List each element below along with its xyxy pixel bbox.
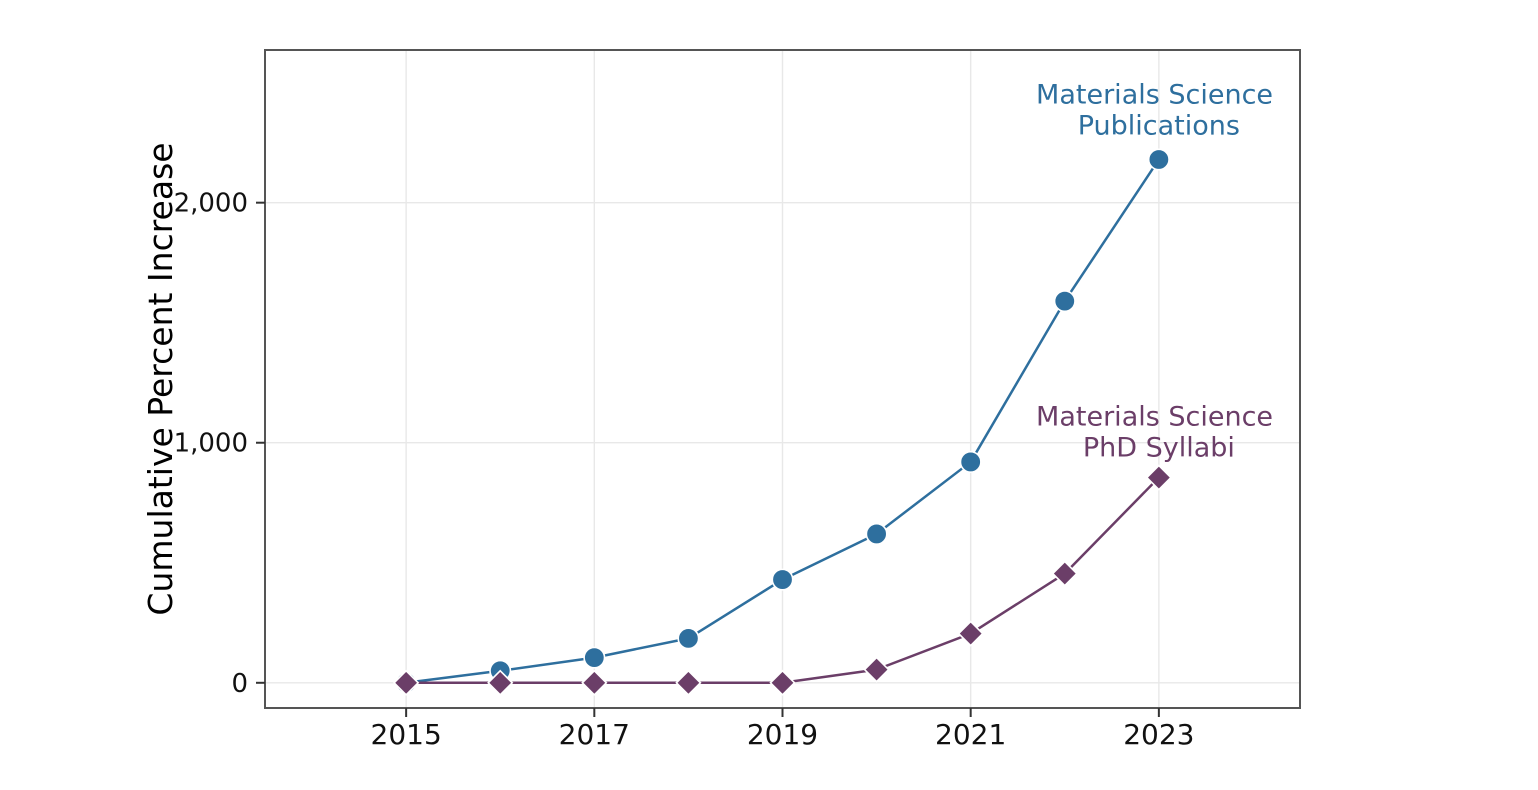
annotation-line: Materials Science — [1036, 401, 1273, 432]
y-tick-labels: 0 1,000 2,000 — [174, 189, 248, 699]
series-labels: Materials Science Publications Materials… — [1036, 80, 1282, 464]
x-tick-labels: 2015 2017 2019 2021 2023 — [371, 718, 1195, 751]
circle-marker — [959, 450, 982, 473]
annotation-publications-label: Materials Science Publications — [1036, 80, 1282, 142]
axis-ticks — [256, 201, 1160, 717]
circle-marker — [771, 568, 794, 591]
diamond-marker — [393, 669, 420, 696]
data-series — [393, 148, 1172, 696]
y-axis-title: Cumulative Percent Increase — [141, 142, 180, 615]
diamond-marker — [957, 620, 984, 647]
diamond-marker — [1145, 464, 1172, 491]
annotation-line: Publications — [1078, 111, 1240, 142]
y-tick-label: 2,000 — [174, 189, 248, 219]
circle-marker — [677, 627, 700, 650]
x-tick-label: 2023 — [1123, 718, 1194, 751]
circle-marker — [1147, 148, 1170, 171]
x-tick-label: 2015 — [371, 718, 442, 751]
diamond-marker — [1051, 560, 1078, 587]
annotation-line: PhD Syllabi — [1083, 432, 1235, 463]
diamond-marker — [769, 669, 796, 696]
series-phd-syllabi — [393, 464, 1172, 696]
x-tick-label: 2017 — [559, 718, 630, 751]
diamond-marker — [675, 669, 702, 696]
diamond-marker — [581, 669, 608, 696]
x-tick-label: 2019 — [747, 718, 818, 751]
diamond-marker — [863, 656, 890, 683]
y-tick-label: 0 — [231, 669, 248, 699]
diamond-marker — [487, 669, 514, 696]
circle-marker — [1053, 290, 1076, 313]
annotation-line: Materials Science — [1036, 80, 1273, 111]
circle-marker — [865, 522, 888, 545]
gridlines — [265, 50, 1300, 708]
circle-marker — [583, 646, 606, 669]
x-tick-label: 2021 — [935, 718, 1006, 751]
annotation-phd-syllabi-label: Materials Science PhD Syllabi — [1036, 401, 1282, 463]
y-tick-label: 1,000 — [174, 429, 248, 459]
